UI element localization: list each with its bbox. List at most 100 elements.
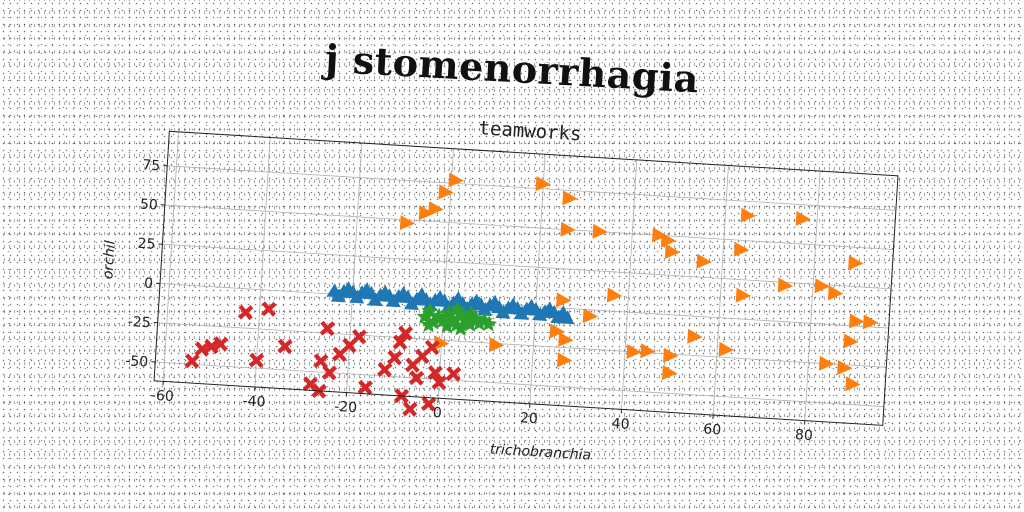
y-gridline — [162, 243, 892, 290]
plot-frame — [153, 130, 899, 426]
data-point-triangle-up — [431, 289, 447, 304]
x-tick-label: 80 — [795, 427, 814, 444]
data-point-x-filled — [420, 396, 437, 412]
data-point-triangle-up — [495, 304, 511, 319]
data-point-triangle-up — [340, 281, 356, 296]
data-point-triangle-up — [513, 305, 529, 320]
data-point-triangle-right — [848, 255, 864, 271]
data-point-x-filled — [248, 352, 265, 368]
data-point-triangle-up — [377, 284, 393, 299]
data-point-triangle-right — [777, 277, 794, 293]
data-point-x-filled — [357, 379, 373, 396]
scatter-chart: teamworks -60 -40 -20 0 20 40 60 80 -50 -25 0 25 50 7… — [100, 117, 899, 464]
x-gridline — [529, 154, 546, 404]
data-point-triangle-up — [330, 288, 346, 303]
data-point-triangle-up — [559, 310, 575, 325]
data-point-triangle-right — [795, 210, 812, 226]
x-gridline — [621, 159, 638, 410]
x-tick-label: 20 — [520, 410, 539, 427]
data-point-triangle-right — [428, 201, 444, 217]
data-point-x-filled — [184, 353, 200, 369]
data-point-triangle-right — [845, 376, 861, 392]
data-point-triangle-right — [718, 341, 735, 357]
data-point-x-filled — [277, 338, 293, 354]
data-point-triangle-up — [349, 289, 365, 304]
y-tick-label: 75 — [142, 157, 161, 174]
data-point-triangle-right — [556, 292, 572, 308]
data-point-triangle-right — [640, 343, 656, 359]
data-point-triangle-right — [849, 313, 865, 329]
data-point-x-filled — [424, 339, 440, 356]
data-point-star — [449, 300, 466, 317]
data-point-triangle-right — [818, 355, 835, 371]
data-point-x-filled — [321, 364, 338, 381]
data-point-triangle-right — [687, 328, 703, 344]
data-point-triangle-right — [592, 223, 608, 239]
series-triangle-right — [399, 172, 879, 392]
data-point-x-filled — [194, 341, 210, 357]
data-point-triangle-right — [696, 253, 712, 269]
data-point-triangle-right — [399, 215, 416, 231]
data-point-x-filled — [351, 328, 367, 345]
chart-container: teamworks -60 -40 -20 0 20 40 60 80 -50 -25 0 25 50 7… — [100, 92, 921, 499]
data-point-triangle-right — [448, 172, 464, 188]
x-gridline — [254, 137, 271, 388]
data-point-x-filled — [397, 325, 414, 341]
data-points — [184, 172, 879, 417]
data-point-triangle-right — [438, 184, 454, 200]
data-point-x-filled — [313, 353, 329, 369]
data-point-triangle-up — [505, 297, 521, 312]
data-point-triangle-up — [523, 298, 539, 313]
data-point-x-filled — [213, 336, 229, 352]
x-gridline — [804, 171, 821, 421]
data-point-x-filled — [402, 401, 418, 417]
data-point-triangle-up — [468, 293, 484, 308]
x-tick-label: 40 — [611, 416, 630, 433]
series-star — [416, 300, 498, 337]
x-tick-label: -20 — [334, 399, 358, 416]
data-point-triangle-up — [403, 296, 419, 310]
data-point-triangle-right — [582, 308, 599, 324]
data-point-triangle-up — [413, 287, 429, 302]
data-point-star — [416, 308, 434, 325]
data-point-star — [480, 315, 498, 332]
data-point-triangle-right — [652, 227, 668, 243]
data-point-triangle-right — [814, 278, 830, 294]
data-point-triangle-up — [358, 282, 374, 297]
data-point-triangle-up — [550, 309, 566, 324]
data-point-triangle-right — [663, 347, 679, 363]
y-axis-label: orchil — [100, 240, 118, 280]
data-point-triangle-up — [367, 292, 383, 307]
x-tick-label: -60 — [150, 388, 174, 405]
y-gridline — [164, 204, 894, 251]
data-point-triangle-right — [837, 360, 853, 375]
data-point-x-filled — [445, 366, 462, 382]
data-point-triangle-right — [862, 314, 879, 330]
chart-subtitle: teamworks — [478, 117, 582, 145]
data-point-triangle-right — [827, 285, 844, 301]
data-point-triangle-up — [385, 293, 401, 308]
y-tick-label: -50 — [125, 353, 149, 370]
y-gridline — [155, 361, 884, 407]
data-point-triangle-right — [560, 221, 576, 237]
data-point-triangle-up — [541, 301, 557, 316]
data-point-x-filled — [408, 370, 425, 386]
grid — [155, 131, 896, 421]
data-point-x-filled — [386, 350, 403, 366]
data-point-triangle-right — [660, 232, 677, 248]
data-point-triangle-right — [418, 205, 435, 221]
y-gridline — [167, 165, 896, 211]
data-point-triangle-right — [488, 337, 505, 353]
x-axis-label: trichobranchia — [489, 441, 591, 463]
x-gridline — [346, 143, 363, 393]
data-point-triangle-right — [558, 331, 574, 347]
data-point-triangle-right — [562, 190, 578, 206]
data-point-triangle-right — [735, 287, 752, 303]
data-point-triangle-right — [626, 343, 642, 359]
data-point-triangle-right — [535, 176, 551, 192]
data-point-triangle-right — [606, 287, 623, 303]
y-gridline — [157, 322, 887, 368]
data-point-star — [439, 317, 456, 334]
x-tick-label: 0 — [432, 405, 442, 422]
x-gridline — [712, 165, 729, 416]
